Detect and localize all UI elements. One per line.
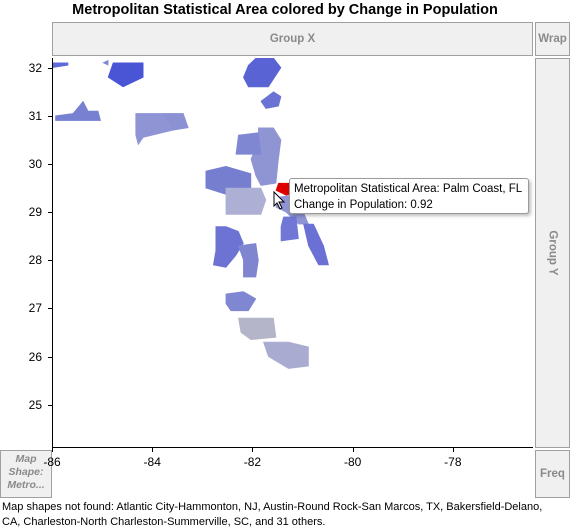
y-tick-label: 30 [28, 156, 42, 171]
y-tick-mark [48, 260, 52, 262]
y-tick-label: 29 [28, 205, 42, 220]
y-tick-mark [48, 115, 52, 117]
y-tick-label: 26 [28, 349, 42, 364]
x-tick-mark [452, 448, 454, 452]
footnote-line: Map shapes not found: Atlantic City-Hamm… [2, 501, 543, 513]
msa-region[interactable] [237, 243, 259, 278]
x-tick-label: -82 [243, 455, 262, 469]
msa-region[interactable] [243, 58, 282, 88]
wrap-zone[interactable]: Wrap [535, 22, 570, 56]
map-shape-label-line: Map [15, 453, 37, 465]
y-tick-mark [48, 356, 52, 358]
x-tick-label: -86 [43, 455, 61, 469]
msa-region[interactable] [225, 187, 267, 215]
map-shape-label-line: Metro... [7, 479, 45, 491]
x-tick-label: -80 [343, 455, 362, 469]
y-tick-label: 25 [28, 397, 42, 412]
x-tick-mark [52, 448, 53, 452]
chart-title: Metropolitan Statistical Area colored by… [72, 2, 498, 18]
y-tick-mark [48, 212, 52, 214]
wrap-label: Wrap [538, 33, 567, 45]
msa-region[interactable] [225, 291, 257, 312]
freq-label: Freq [540, 468, 565, 480]
map-shape-label-line: Shape: [8, 466, 44, 478]
x-tick-label: -78 [444, 455, 462, 469]
y-tick-mark [48, 163, 52, 165]
footnote-line: CA, Charleston-North Charleston-Summervi… [2, 516, 326, 528]
hover-tooltip: Metropolitan Statistical Area: Palm Coas… [289, 178, 529, 214]
msa-region[interactable] [260, 91, 282, 109]
x-tick-mark [352, 448, 354, 452]
msa-region[interactable] [238, 317, 277, 341]
x-tick-label: -84 [143, 455, 161, 469]
tooltip-line-value: Change in Population: 0.92 [294, 199, 433, 211]
y-tick-label: 31 [28, 108, 42, 123]
x-tick-mark [252, 448, 254, 452]
y-tick-label: 28 [28, 253, 42, 268]
msa-region[interactable] [53, 62, 69, 68]
cursor-icon [273, 190, 286, 210]
map-shape-zone[interactable]: Map Shape: Metro... [0, 450, 52, 498]
msa-region[interactable] [303, 223, 329, 266]
y-tick-label: 27 [28, 301, 42, 316]
msa-region[interactable] [212, 226, 244, 268]
y-tick-mark [48, 404, 52, 406]
msa-region[interactable] [107, 62, 144, 88]
msa-region[interactable] [102, 59, 109, 66]
y-tick-label: 32 [28, 60, 42, 75]
y-tick-mark [48, 308, 52, 310]
msa-region[interactable] [262, 341, 309, 369]
x-tick-mark [152, 448, 154, 452]
y-tick-mark [48, 67, 52, 69]
group-y-zone[interactable]: Group Y [535, 58, 570, 448]
msa-region[interactable] [235, 132, 262, 155]
msa-region[interactable] [280, 216, 299, 242]
group-x-label: Group X [269, 33, 316, 45]
footnote: Map shapes not found: Atlantic City-Hamm… [2, 500, 568, 530]
msa-region[interactable] [162, 113, 189, 131]
map-plot-area[interactable] [52, 58, 533, 448]
msa-region[interactable] [55, 100, 101, 121]
group-x-zone[interactable]: Group X [52, 22, 533, 56]
tooltip-line-name: Metropolitan Statistical Area: Palm Coas… [294, 183, 523, 195]
map-svg[interactable] [53, 58, 533, 448]
group-y-label: Group Y [546, 230, 559, 276]
freq-zone[interactable]: Freq [535, 450, 570, 498]
